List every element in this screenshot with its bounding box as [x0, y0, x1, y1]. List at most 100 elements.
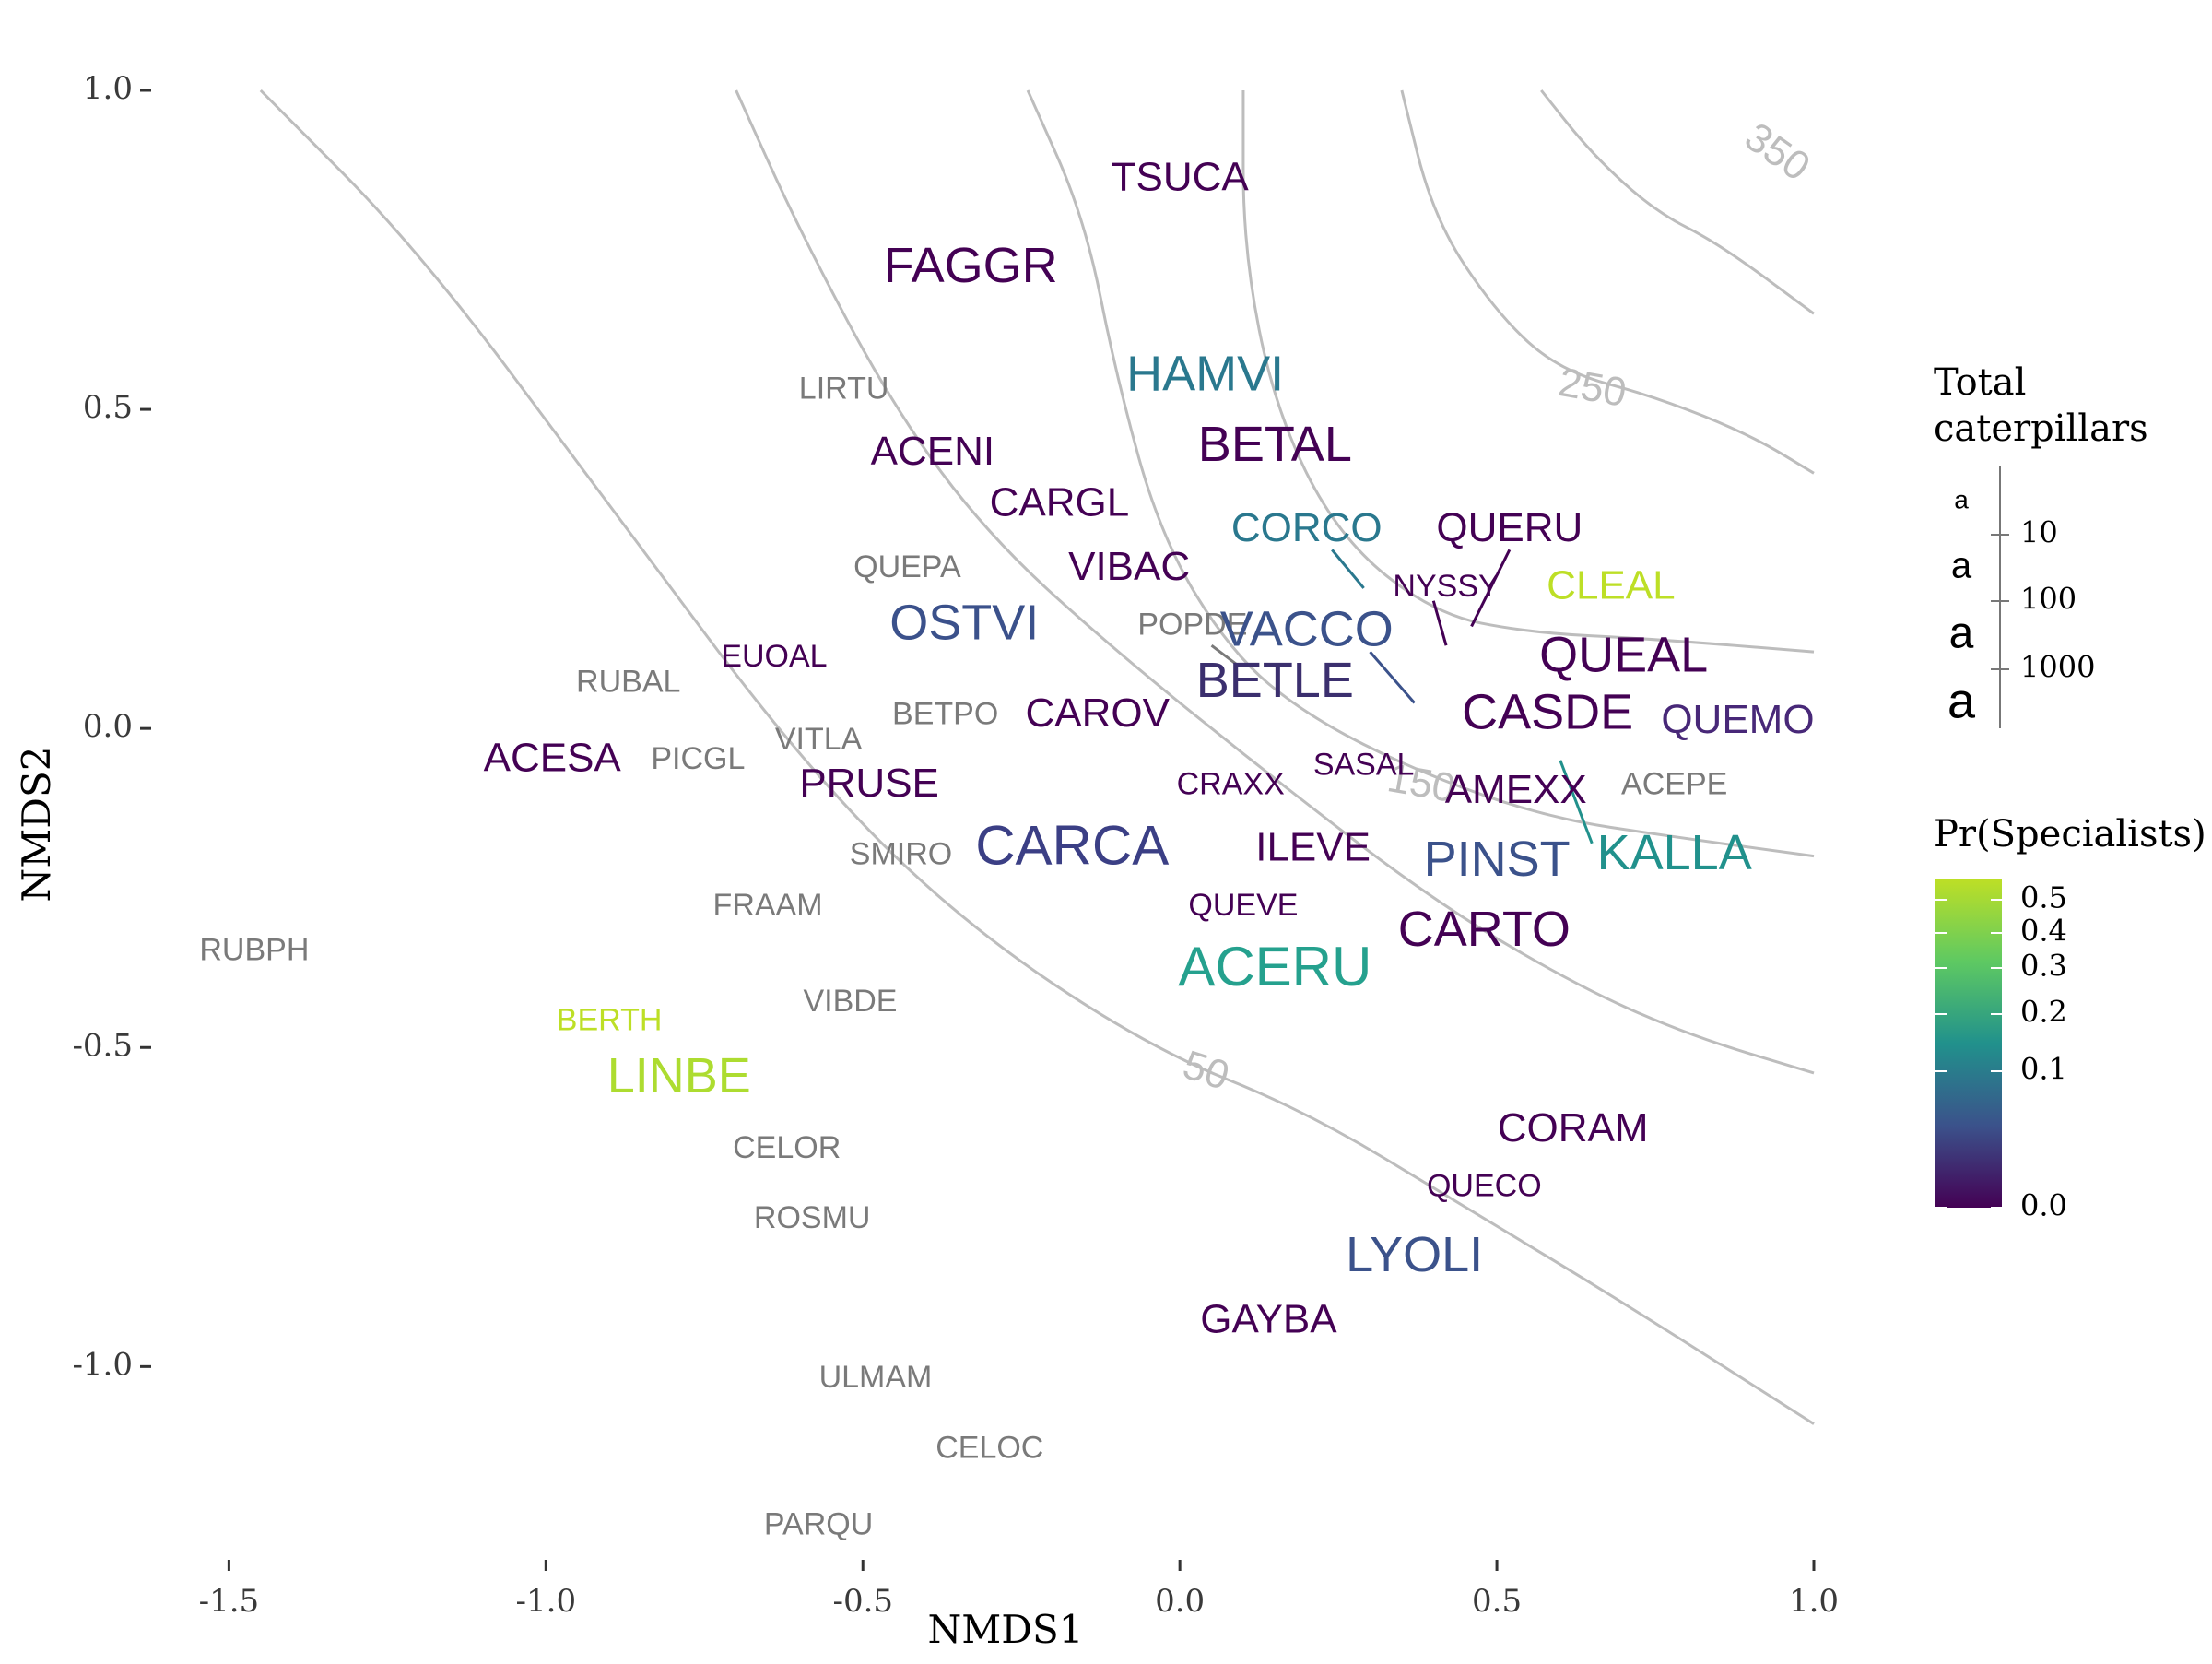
x-axis-title: NMDS1 [928, 1607, 1084, 1652]
species-label-craxx: CRAXX [1177, 766, 1285, 801]
species-label-pruse: PRUSE [799, 761, 939, 806]
size-legend-break: 1000 [2020, 650, 2095, 685]
size-legend-title: Total [1934, 361, 2026, 404]
species-label-corco: CORCO [1231, 505, 1382, 550]
color-legend-break: 0.3 [2020, 949, 2067, 984]
species-label-amexx: AMEXX [1445, 767, 1587, 812]
species-label-casde: CASDE [1462, 685, 1633, 740]
species-label-ulmam: ULMAM [819, 1360, 933, 1395]
leader-line-5 [1559, 760, 1594, 844]
color-legend-break: 0.1 [2020, 1052, 2067, 1087]
species-label-cleal: CLEAL [1547, 563, 1675, 608]
species-label-queco: QUECO [1427, 1169, 1542, 1204]
species-label-vibde: VIBDE [803, 984, 897, 1019]
y-tick-label: -0.5 [72, 1027, 133, 1064]
leader-line-1 [1470, 549, 1512, 628]
species-label-acepe: ACEPE [1621, 766, 1727, 801]
contour-line-50 [259, 89, 1815, 1425]
axis-layer: -1.5 -1.0 -0.5 0.0 0.5 1.0 1.0 0.5 0.0 -0.5 -1.0 NM… [14, 70, 1839, 1652]
species-label-berth: BERTH [557, 1003, 663, 1038]
species-label-layer: TSUCA FAGGR HAMVI LIRTU BETAL ACENI CARGL CORCO… [199, 155, 1814, 1542]
contour-label-350: 350 [1736, 114, 1818, 190]
species-label-celoc: CELOC [935, 1430, 1043, 1465]
species-label-carto: CARTO [1398, 902, 1571, 957]
color-legend-break: 0.5 [2020, 880, 2067, 915]
y-tick-label: 0.0 [83, 708, 133, 745]
species-label-quemo: QUEMO [1661, 697, 1814, 742]
leader-line-layer [1210, 549, 1594, 844]
species-label-coram: CORAM [1498, 1105, 1649, 1151]
color-legend-break: 0.2 [2020, 995, 2067, 1030]
legend-layer: Total caterpillarsaaaa101001000Pr(Specia… [1934, 361, 2206, 1223]
size-legend-glyph: a [1954, 485, 1969, 513]
leader-line-4 [1210, 643, 1238, 667]
species-label-ostvi: OSTVI [889, 596, 1039, 651]
species-label-vitla: VITLA [775, 722, 863, 757]
x-tick-label: 0.5 [1472, 1583, 1522, 1620]
species-label-smiro: SMIRO [850, 837, 952, 872]
contour-label-250: 250 [1555, 360, 1630, 416]
species-label-carov: CAROV [1025, 690, 1170, 736]
color-legend-title: Pr(Specialists) [1934, 813, 2206, 856]
species-label-faggr: FAGGR [884, 238, 1058, 293]
y-tick-label: 0.5 [83, 389, 133, 426]
size-legend-glyph: a [1951, 546, 1972, 586]
contour-line-100 [735, 89, 1815, 1075]
species-label-aceru: ACERU [1178, 936, 1371, 997]
leader-line-0 [1331, 549, 1365, 589]
species-label-parqu: PARQU [764, 1506, 873, 1541]
species-label-queru: QUERU [1436, 505, 1583, 550]
size-legend-break: 10 [2020, 515, 2058, 550]
species-label-betle: BETLE [1196, 653, 1354, 708]
y-axis-title: NMDS2 [14, 747, 59, 903]
species-label-euoal: EUOAL [721, 639, 827, 674]
species-label-nyssy: NYSSY [1393, 569, 1499, 604]
contour-line-350 [1540, 89, 1815, 315]
color-legend-bar [1936, 879, 2002, 1208]
y-tick-label: 1.0 [83, 70, 133, 107]
x-tick-label: -1.0 [516, 1583, 577, 1620]
species-label-vibac: VIBAC [1068, 544, 1190, 589]
species-label-popde: POPDE [1137, 607, 1247, 642]
y-tick-label: -1.0 [72, 1346, 133, 1383]
leader-line-2 [1431, 600, 1448, 646]
species-label-queal: QUEAL [1539, 627, 1708, 682]
species-label-celor: CELOR [733, 1130, 841, 1165]
species-label-vacco: VACCO [1220, 602, 1394, 657]
species-label-quepa: QUEPA [853, 549, 961, 584]
species-label-rubph: RUBPH [199, 932, 309, 967]
species-label-queve: QUEVE [1188, 888, 1298, 923]
species-label-ileve: ILEVE [1255, 824, 1371, 869]
species-label-cargl: CARGL [990, 480, 1130, 525]
x-tick-label: 1.0 [1789, 1583, 1839, 1620]
x-tick-label: 0.0 [1155, 1583, 1205, 1620]
species-label-kalla: KALLA [1597, 825, 1752, 880]
species-label-fraam: FRAAM [713, 888, 823, 923]
species-label-gayba: GAYBA [1200, 1297, 1337, 1342]
size-legend-glyph: a [1947, 673, 1976, 728]
species-label-tsuca: TSUCA [1112, 155, 1250, 200]
species-label-pinst: PINST [1424, 832, 1571, 887]
species-label-linbe: LINBE [607, 1048, 751, 1103]
species-label-carca: CARCA [975, 815, 1169, 877]
species-label-picgl: PICGL [651, 741, 745, 776]
contour-line-200 [1241, 89, 1815, 654]
size-legend-glyph: a [1949, 609, 1974, 658]
x-tick-label: -1.5 [199, 1583, 260, 1620]
size-legend-title: caterpillars [1934, 407, 2148, 450]
leader-line-3 [1369, 651, 1416, 704]
color-legend-break: 0.4 [2020, 914, 2067, 949]
species-label-aceni: ACENI [871, 429, 994, 474]
species-label-sasal: SASAL [1313, 748, 1415, 783]
contour-line-150 [1026, 89, 1815, 858]
species-label-hamvi: HAMVI [1126, 347, 1284, 402]
species-label-rubal: RUBAL [576, 665, 680, 700]
species-label-acesa: ACESA [484, 735, 622, 780]
species-label-betpo: BETPO [892, 696, 998, 731]
size-legend-break: 100 [2020, 582, 2077, 617]
x-tick-label: -0.5 [832, 1583, 893, 1620]
contour-label-50: 50 [1178, 1042, 1235, 1099]
